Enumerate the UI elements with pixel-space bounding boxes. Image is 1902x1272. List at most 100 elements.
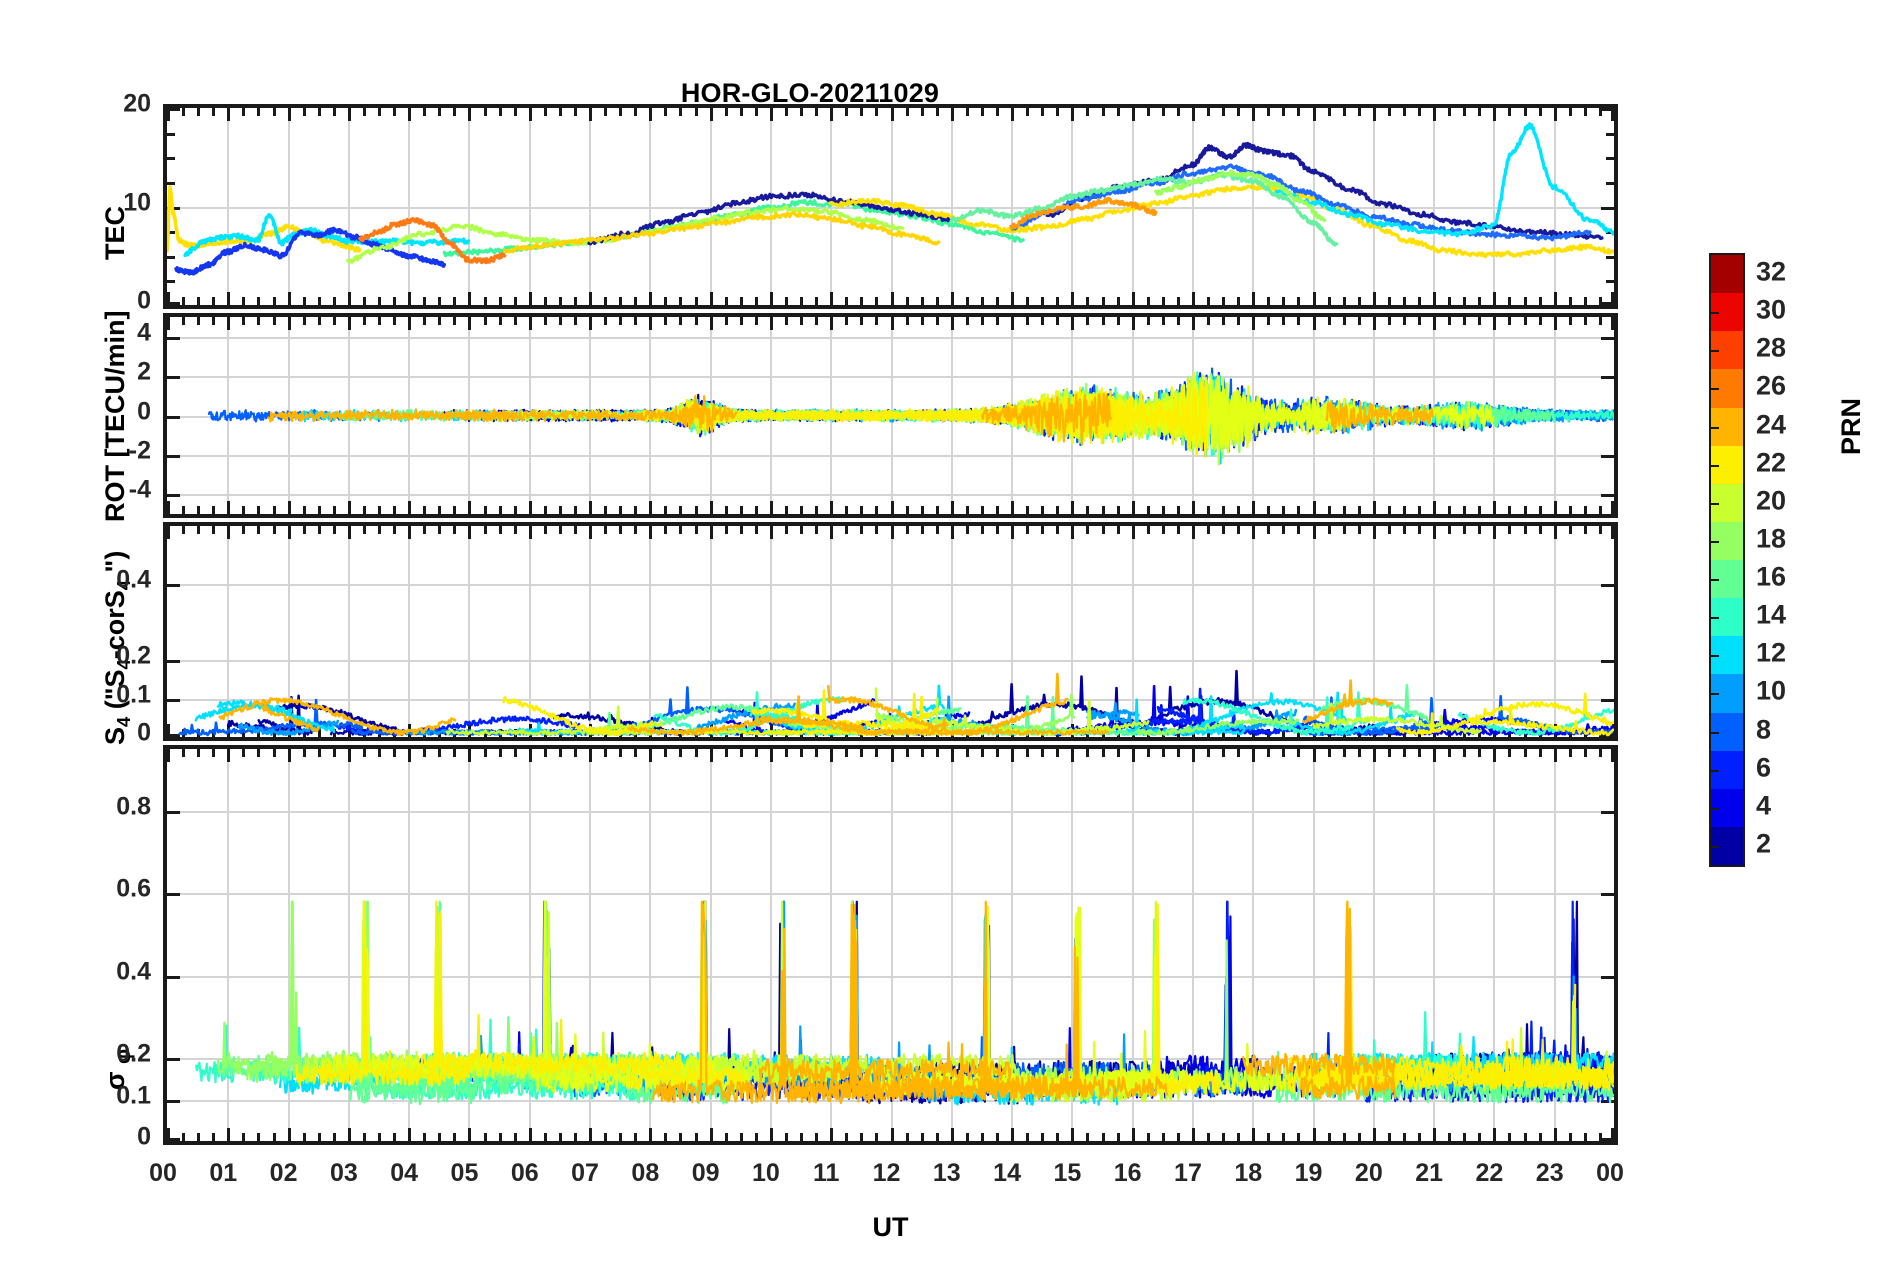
axis-tick — [1583, 317, 1587, 325]
axis-tick — [528, 1128, 532, 1141]
axis-tick — [257, 749, 261, 757]
gridline-vertical — [1553, 749, 1556, 1141]
axis-tick — [965, 749, 969, 757]
y-tick-label: 10 — [123, 188, 151, 216]
axis-tick — [1448, 297, 1452, 305]
axis-tick — [920, 1133, 924, 1141]
axis-tick — [197, 526, 201, 534]
axis-tick — [1478, 506, 1482, 514]
axis-tick — [724, 506, 728, 514]
axis-tick — [1071, 1128, 1075, 1141]
axis-tick — [845, 1133, 849, 1141]
axis-tick — [393, 526, 397, 534]
colorbar-prn[interactable] — [1709, 253, 1745, 867]
axis-tick — [634, 317, 638, 325]
colorbar-tick-label: 30 — [1756, 294, 1787, 325]
axis-tick — [408, 292, 412, 305]
data-series-line — [828, 183, 1614, 259]
axis-tick — [1601, 583, 1614, 587]
axis-tick — [1327, 297, 1331, 305]
axis-tick — [332, 749, 336, 757]
axis-tick — [1011, 317, 1015, 330]
axis-tick — [800, 749, 804, 757]
axis-tick — [784, 506, 788, 514]
axis-tick — [1071, 749, 1075, 762]
axis-tick — [1222, 749, 1226, 757]
axis-tick — [1011, 1128, 1015, 1141]
gridline-vertical — [287, 749, 290, 1141]
axis-tick — [1026, 526, 1030, 534]
colorbar-tick-label: 12 — [1756, 637, 1787, 668]
axis-tick — [1606, 181, 1614, 185]
axis-tick — [543, 297, 547, 305]
x-tick-label: 10 — [752, 1159, 780, 1187]
axis-tick — [1327, 749, 1331, 757]
axis-tick — [950, 108, 954, 121]
gridline-vertical — [1372, 526, 1375, 737]
data-series-line — [218, 697, 457, 736]
axis-tick — [1568, 506, 1572, 514]
axis-tick — [754, 506, 758, 514]
axis-tick — [1598, 297, 1602, 305]
axis-tick — [332, 108, 336, 116]
data-series-line — [502, 210, 941, 254]
axis-tick — [1071, 108, 1075, 121]
axis-tick — [498, 526, 502, 534]
axis-tick — [1297, 749, 1301, 757]
data-series-line — [337, 715, 581, 737]
axis-tick — [317, 749, 321, 757]
axis-tick — [1086, 506, 1090, 514]
axis-tick — [468, 317, 472, 330]
axis-tick — [1538, 297, 1542, 305]
axis-tick — [287, 317, 291, 330]
gridline-vertical — [1493, 526, 1496, 737]
colorbar-label: PRN — [1836, 397, 1866, 455]
axis-tick — [1568, 108, 1572, 116]
axis-tick — [935, 108, 939, 116]
axis-tick — [317, 1133, 321, 1141]
axis-tick — [1191, 526, 1195, 539]
axis-tick — [619, 526, 623, 534]
data-series-line — [787, 919, 1168, 1100]
axis-tick — [1568, 317, 1572, 325]
axis-tick — [1448, 1133, 1452, 1141]
axis-tick — [664, 526, 668, 534]
axis-tick — [845, 526, 849, 534]
axis-tick — [212, 317, 216, 325]
axis-tick — [980, 1133, 984, 1141]
page-title: HOR-GLO-20211029 — [680, 78, 940, 108]
axis-tick — [604, 317, 608, 325]
axis-tick — [1372, 317, 1376, 330]
axis-tick — [408, 749, 412, 762]
axis-tick — [317, 108, 321, 116]
gridline-vertical — [347, 749, 350, 1141]
x-tick-label: 23 — [1535, 1159, 1564, 1187]
axis-tick — [272, 108, 276, 116]
x-tick-label: 02 — [269, 1159, 298, 1187]
axis-tick — [573, 108, 577, 116]
axis-tick — [227, 108, 231, 121]
axis-tick — [272, 729, 276, 737]
axis-tick — [875, 506, 879, 514]
axis-tick — [167, 660, 180, 664]
axis-tick — [1086, 297, 1090, 305]
axis-tick — [167, 1099, 180, 1103]
colorbar-tick — [1711, 655, 1719, 658]
axis-tick — [167, 376, 180, 380]
axis-tick — [724, 297, 728, 305]
axis-tick — [1402, 108, 1406, 116]
axis-tick — [227, 292, 231, 305]
axis-tick — [1418, 108, 1422, 116]
axis-tick — [709, 108, 713, 121]
axis-tick — [1493, 526, 1497, 539]
axis-tick — [1611, 108, 1614, 121]
axis-tick — [558, 506, 562, 514]
axis-tick — [347, 1128, 351, 1141]
axis-tick — [362, 1133, 366, 1141]
axis-tick — [815, 1133, 819, 1141]
axis-tick — [242, 1133, 246, 1141]
axis-tick — [1131, 1128, 1135, 1141]
axis-tick — [784, 317, 788, 325]
x-tick-label: 00 — [149, 1159, 177, 1187]
axis-tick — [980, 749, 984, 757]
